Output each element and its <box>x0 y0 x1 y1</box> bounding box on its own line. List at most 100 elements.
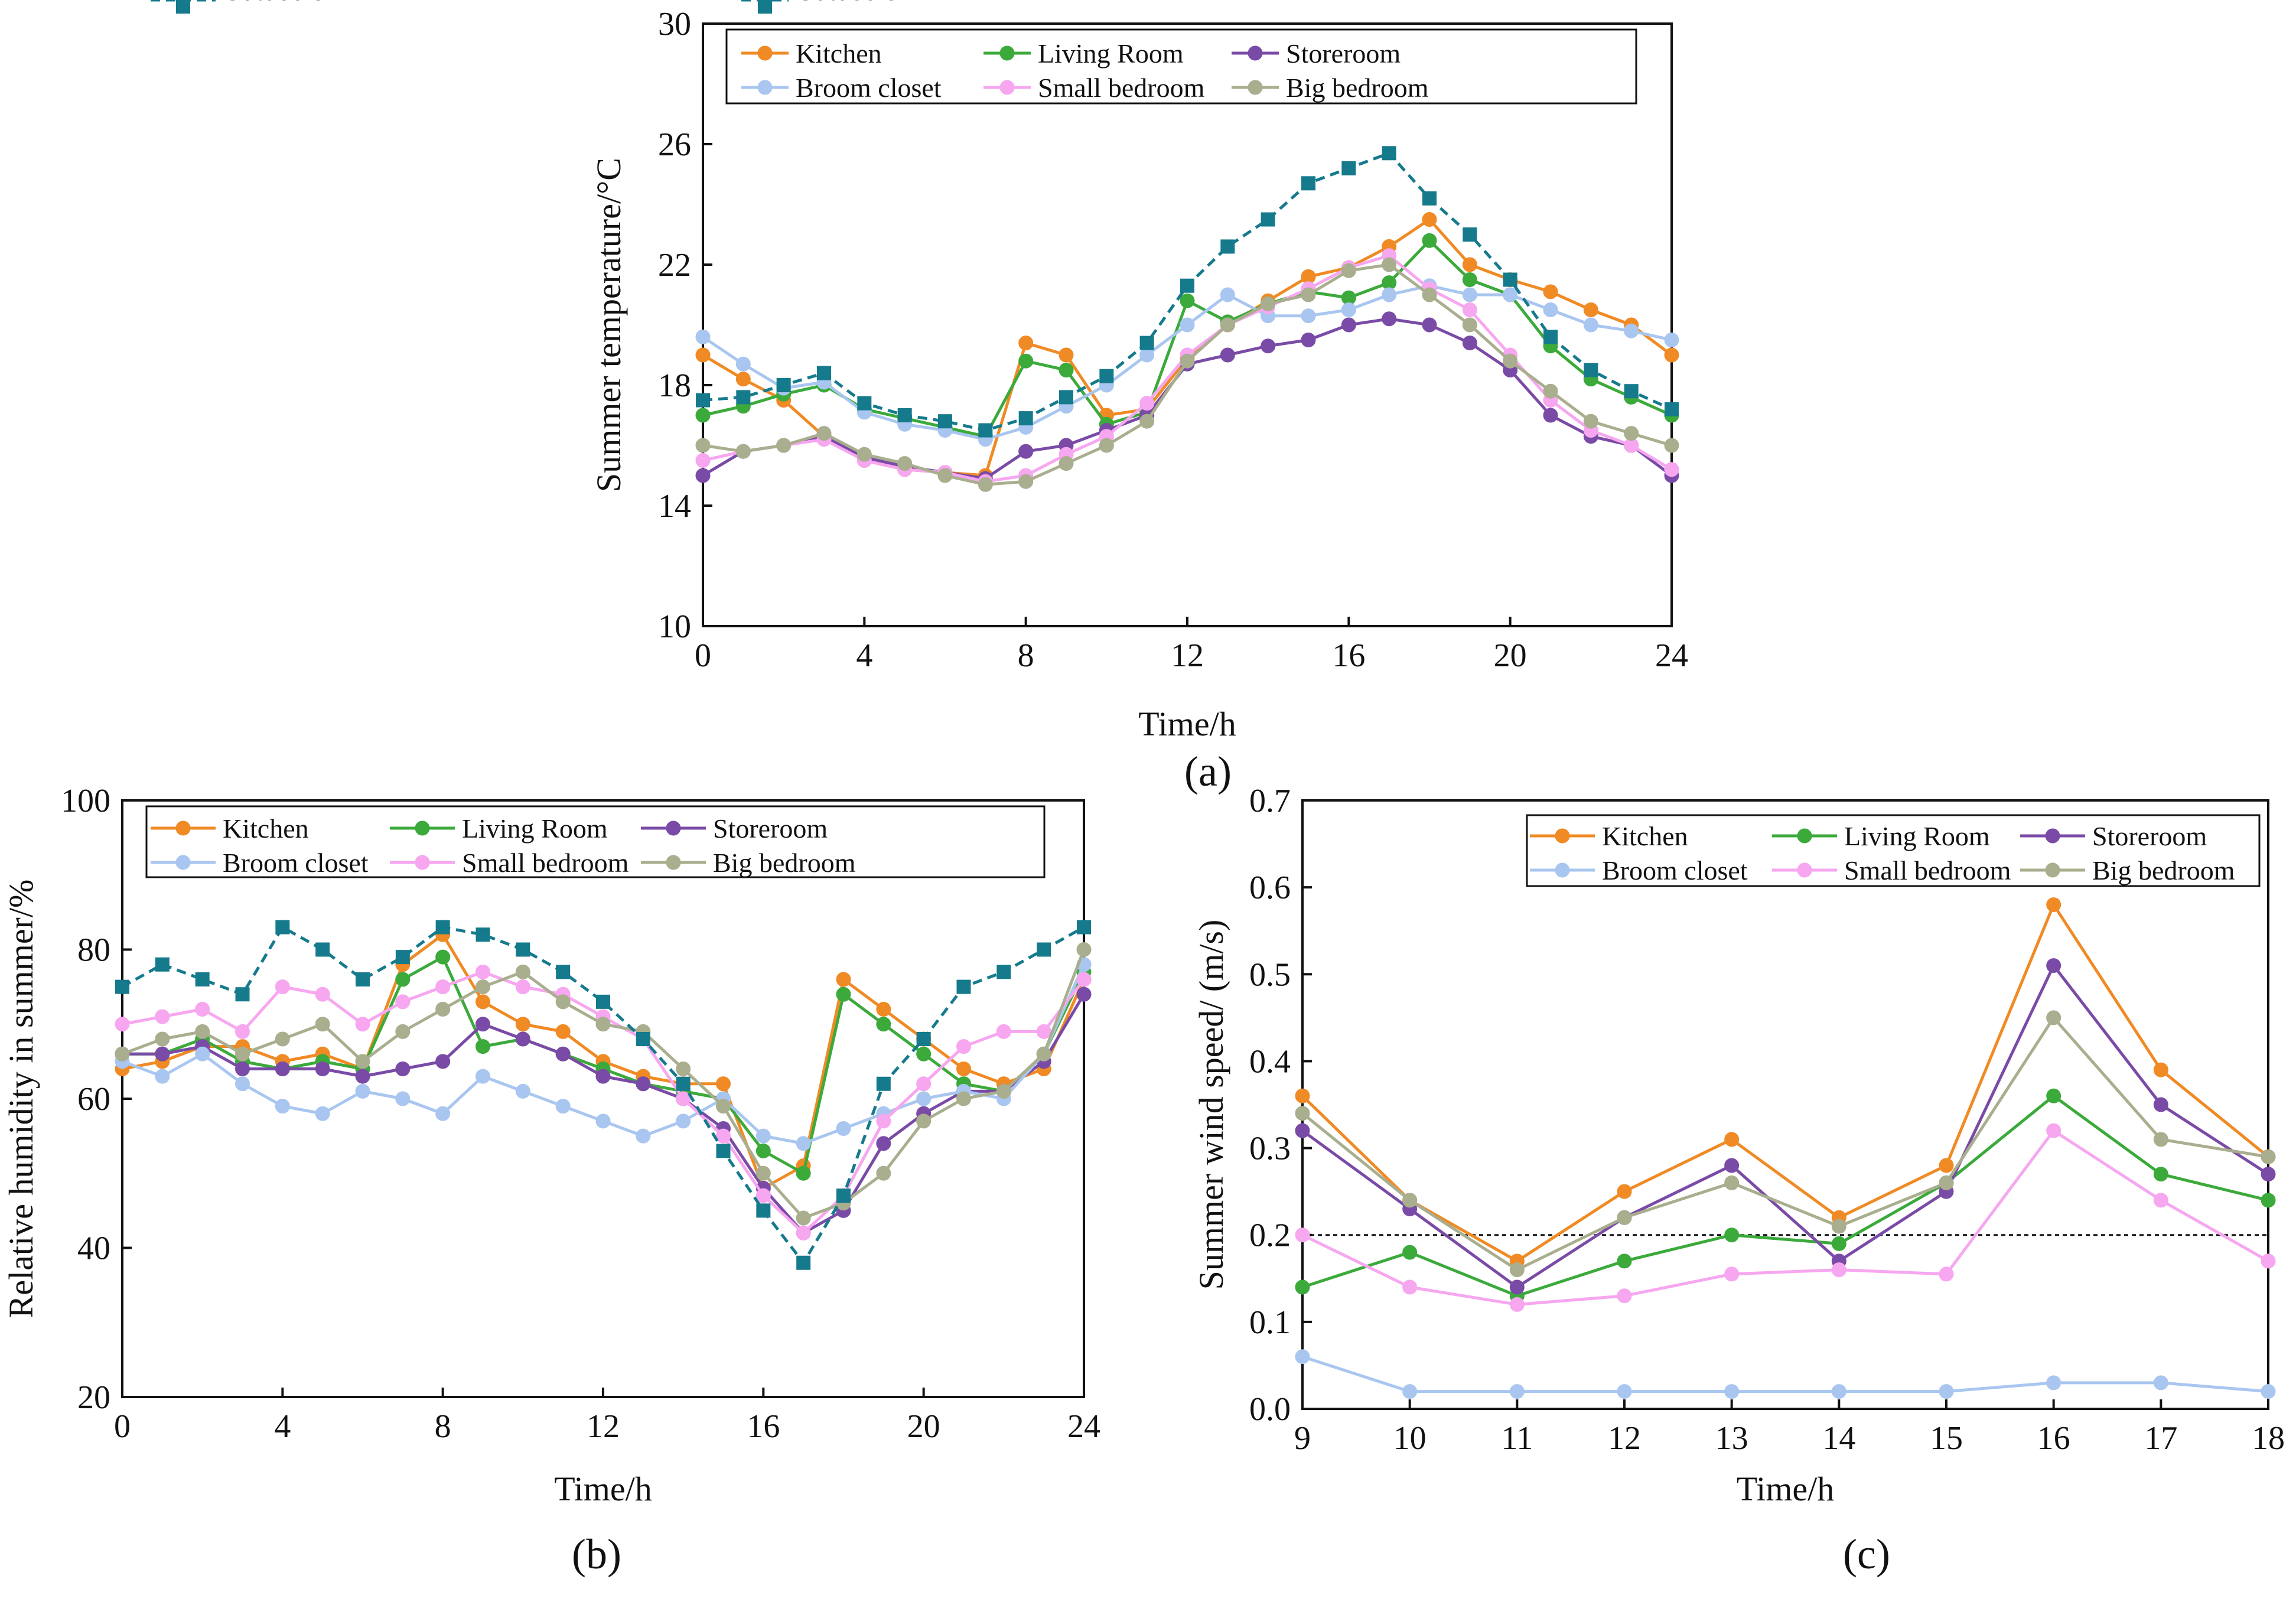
data-point-living-room <box>1295 1279 1310 1295</box>
series-line-storeroom <box>1301 964 2269 1289</box>
data-point-broom-closet <box>355 1083 370 1099</box>
data-point-storeroom <box>1076 986 1092 1002</box>
plot-frame <box>1301 799 2269 1410</box>
data-point-outdoors <box>1463 227 1477 242</box>
x-tick-label: 9 <box>1294 1420 1311 1457</box>
data-point-big-bedroom <box>1036 1046 1051 1062</box>
series-kitchen <box>1295 897 2276 1269</box>
data-point-big-bedroom <box>897 456 913 471</box>
data-point-kitchen <box>1724 1132 1740 1147</box>
data-point-broom-closet <box>195 1046 210 1062</box>
data-point-big-bedroom <box>1503 353 1518 369</box>
data-point-kitchen <box>716 1076 731 1092</box>
data-point-broom-closet <box>755 1128 771 1144</box>
data-point-living-room <box>1422 233 1437 248</box>
data-point-broom-closet <box>2261 1384 2276 1399</box>
data-point-living-room <box>836 986 851 1002</box>
data-point-kitchen <box>956 1062 971 1076</box>
legend-marker-big-bedroom <box>2045 862 2060 878</box>
legend-label-big-bedroom: Big bedroom <box>713 848 856 878</box>
data-point-outdoors <box>1422 191 1437 206</box>
data-point-outdoors <box>115 979 129 994</box>
data-point-small-bedroom <box>1402 1279 1418 1295</box>
data-point-broom-closet <box>275 1099 290 1114</box>
legend: Kitchen Living Room Storeroom Broom closet S… <box>725 0 1637 105</box>
x-tick-label: 24 <box>1655 637 1688 674</box>
data-point-small-bedroom <box>755 1188 771 1203</box>
legend-box <box>1526 814 2261 887</box>
x-tick-label: 0 <box>695 637 711 674</box>
data-point-kitchen <box>695 347 711 363</box>
data-point-living-room <box>796 1165 811 1181</box>
data-point-outdoors <box>1301 176 1315 191</box>
legend-label-small-bedroom: Small bedroom <box>1038 73 1205 103</box>
data-point-outdoors <box>776 378 791 392</box>
legend-label-broom-closet: Broom closet <box>796 73 942 103</box>
data-point-storeroom <box>476 1017 490 1032</box>
x-tick-label: 16 <box>747 1408 780 1445</box>
legend-box <box>145 805 1046 878</box>
data-point-storeroom <box>2153 1097 2168 1112</box>
legend-label-storeroom: Storeroom <box>2092 821 2207 851</box>
legend-label-kitchen: Kitchen <box>1602 821 1688 851</box>
data-point-small-bedroom <box>1462 302 1477 317</box>
data-point-storeroom <box>1509 1279 1525 1295</box>
data-point-big-bedroom <box>796 1210 811 1226</box>
legend-marker-big-bedroom <box>666 855 681 870</box>
x-tick-label: 12 <box>1608 1420 1641 1457</box>
data-point-broom-closet <box>1583 317 1598 333</box>
data-point-broom-closet <box>155 1069 170 1084</box>
data-point-outdoors <box>796 1255 811 1270</box>
data-point-kitchen <box>1295 1088 1310 1103</box>
data-point-broom-closet <box>1220 287 1235 302</box>
series-big-bedroom <box>115 942 1092 1226</box>
legend-label-broom-closet: Broom closet <box>1602 855 1748 885</box>
data-point-small-bedroom <box>916 1076 932 1092</box>
data-point-small-bedroom <box>315 986 330 1002</box>
legend: Kitchen Living Room Storeroom Broom closet S… <box>145 0 1046 878</box>
data-point-big-bedroom <box>1261 296 1276 311</box>
data-point-kitchen <box>1018 336 1034 351</box>
data-point-small-bedroom <box>235 1024 250 1039</box>
legend-marker-broom-closet <box>757 80 773 95</box>
data-point-storeroom <box>1301 333 1316 347</box>
data-point-storeroom <box>876 1136 891 1151</box>
data-point-outdoors <box>836 1189 851 1203</box>
data-point-broom-closet <box>1382 287 1397 302</box>
panel-a: 0 4 8 12 16 20 24 10 14 18 22 26 30 Time/h Summer temp… <box>590 0 1688 795</box>
data-point-storeroom <box>155 1046 170 1062</box>
series-line-big-bedroom <box>1301 1016 2269 1272</box>
data-point-living-room <box>1018 353 1034 369</box>
data-point-broom-closet <box>916 1091 932 1106</box>
data-point-outdoors <box>1099 369 1114 383</box>
panel-label: (c) <box>1843 1531 1890 1578</box>
data-point-big-bedroom <box>155 1031 170 1047</box>
legend-marker-kitchen <box>175 820 191 836</box>
data-point-outdoors <box>938 414 952 429</box>
data-point-broom-closet <box>515 1083 530 1099</box>
data-point-outdoors <box>1220 239 1235 254</box>
legend-label-living-room: Living Room <box>462 813 608 844</box>
data-point-broom-closet <box>1462 287 1477 302</box>
data-point-outdoors <box>1624 384 1639 399</box>
data-point-storeroom <box>695 468 711 483</box>
data-point-living-room <box>1059 363 1074 377</box>
y-tick-label: 0.1 <box>1249 1304 1291 1341</box>
data-point-living-room <box>1617 1253 1632 1269</box>
data-point-outdoors <box>696 393 710 408</box>
x-tick-label: 12 <box>1171 637 1204 674</box>
series-line-living-room <box>1302 1094 2269 1298</box>
legend-marker-living-room <box>415 820 430 836</box>
data-point-big-bedroom <box>1664 438 1679 453</box>
data-point-broom-closet <box>1624 323 1639 338</box>
y-tick-label: 40 <box>77 1230 110 1267</box>
data-point-outdoors <box>476 927 490 942</box>
data-point-living-room <box>1724 1227 1740 1243</box>
data-point-big-bedroom <box>755 1165 771 1181</box>
data-point-outdoors <box>1180 278 1194 293</box>
data-point-broom-closet <box>1664 333 1679 347</box>
data-point-living-room <box>755 1143 771 1158</box>
legend-marker-outdoors <box>758 0 772 14</box>
legend-label-big-bedroom: Big bedroom <box>1286 73 1429 103</box>
data-point-big-bedroom <box>515 964 530 979</box>
